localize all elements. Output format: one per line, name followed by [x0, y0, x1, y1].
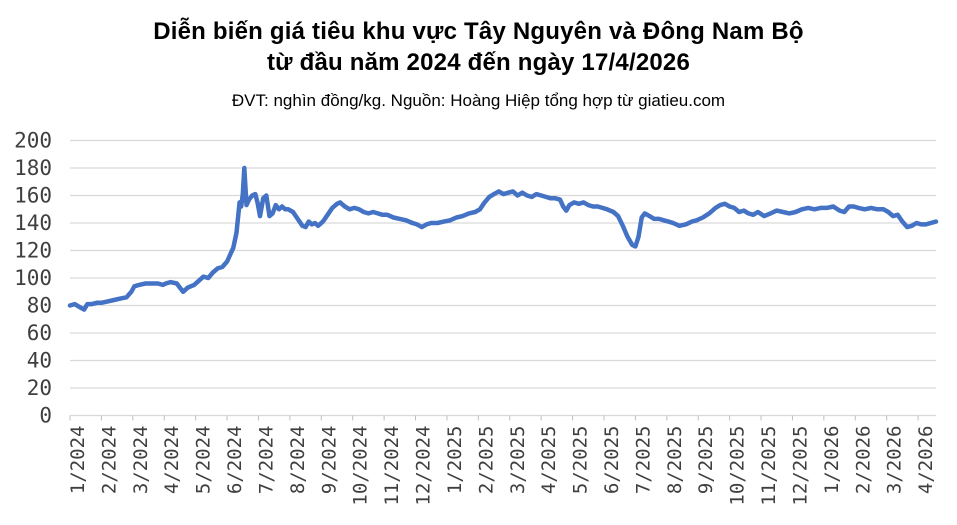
x-tick-label: 9/2025: [695, 426, 717, 495]
x-tick-label: 1/2024: [67, 426, 89, 495]
x-tick-label: 1/2025: [444, 426, 466, 495]
chart-title: Diễn biến giá tiêu khu vực Tây Nguyên và…: [0, 16, 957, 78]
x-tick-label: 12/2024: [413, 426, 435, 506]
x-tick-label: 4/2026: [915, 426, 937, 495]
x-tick-label: 11/2025: [758, 426, 780, 506]
x-tick-label: 7/2024: [255, 426, 277, 495]
x-axis-labels: 1/2024 2/2024 3/2024 4/2024 5/2024 6/2024 7/20…: [67, 426, 937, 506]
x-tick-label: 10/2024: [350, 426, 372, 506]
x-tick-label: 6/2024: [224, 426, 246, 495]
chart-title-line1: Diễn biến giá tiêu khu vực Tây Nguyên và…: [153, 18, 804, 45]
y-tick-label: 60: [27, 321, 52, 345]
x-tick-label: 3/2025: [507, 426, 529, 495]
x-tick-label: 10/2025: [727, 426, 749, 506]
y-tick-label: 40: [27, 349, 52, 373]
x-tick-label: 8/2024: [287, 426, 309, 495]
y-tick-label: 0: [39, 404, 52, 428]
x-tick-label: 12/2025: [789, 426, 811, 506]
x-tick-label: 8/2025: [664, 426, 686, 495]
y-tick-label: 180: [14, 156, 52, 180]
y-tick-label: 20: [27, 376, 52, 400]
x-tick-label: 2/2025: [475, 426, 497, 495]
gridlines: [70, 139, 936, 417]
y-tick-label: 100: [14, 266, 52, 290]
x-tick-label: 11/2024: [381, 426, 403, 506]
price-polyline: [67, 165, 939, 312]
x-tick-label: 5/2024: [193, 426, 215, 495]
price-series-line: [67, 165, 939, 312]
y-tick-label: 160: [14, 184, 52, 208]
x-tick-label: 4/2024: [161, 426, 183, 495]
x-tick-label: 9/2024: [318, 426, 340, 495]
x-tick-label: 5/2025: [570, 426, 592, 495]
y-tick-label: 80: [27, 294, 52, 318]
y-tick-label: 200: [14, 129, 52, 153]
x-tick-label: 3/2024: [130, 426, 152, 495]
x-tick-label: 3/2026: [884, 426, 906, 495]
y-tick-label: 140: [14, 211, 52, 235]
x-tick-label: 7/2025: [632, 426, 654, 495]
x-tick-label: 2/2026: [852, 426, 874, 495]
chart-title-line2: từ đầu năm 2024 đến ngày 17/4/2026: [266, 49, 691, 76]
y-tick-label: 120: [14, 239, 52, 263]
chart-subtitle: ĐVT: nghìn đồng/kg. Nguồn: Hoàng Hiệp tổ…: [231, 91, 726, 110]
y-axis-labels: 0 20 40 60 80 100 120 140 160 180 200: [14, 129, 52, 428]
x-tick-label: 4/2025: [538, 426, 560, 495]
x-tick-label: 6/2025: [601, 426, 623, 495]
axis-ticks: [69, 415, 919, 421]
x-tick-label: 1/2026: [821, 426, 843, 495]
x-tick-label: 2/2024: [98, 426, 120, 495]
